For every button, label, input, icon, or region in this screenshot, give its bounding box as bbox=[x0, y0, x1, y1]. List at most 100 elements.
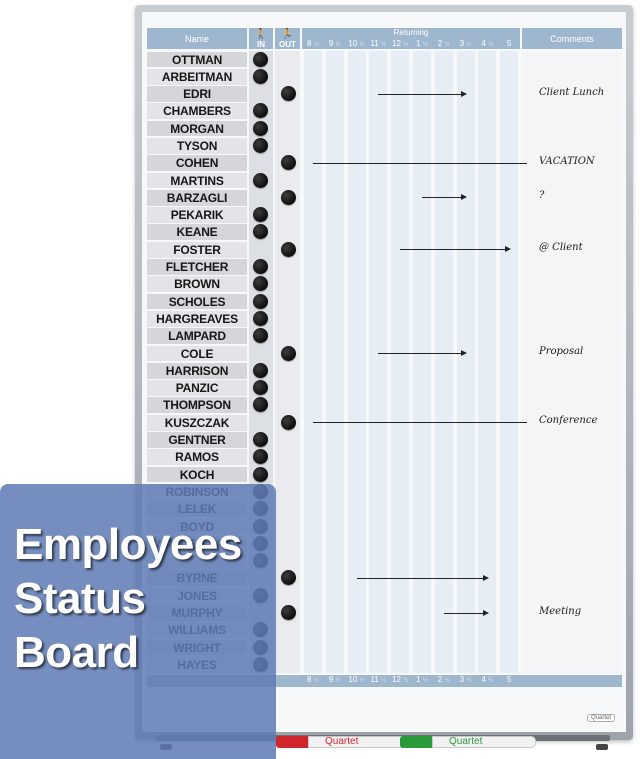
employee-row: MARTINS bbox=[147, 172, 622, 189]
in-status-magnet[interactable] bbox=[253, 259, 268, 275]
return-time-arrow bbox=[312, 422, 527, 424]
in-status-magnet[interactable] bbox=[253, 397, 268, 413]
brand-logo: Quartet bbox=[587, 714, 616, 722]
out-status-magnet[interactable] bbox=[281, 155, 296, 171]
out-status-magnet[interactable] bbox=[281, 605, 296, 620]
in-column-header: 🚶 IN bbox=[249, 28, 273, 49]
footer-hour-8: 8 ½ bbox=[307, 675, 319, 684]
in-status-magnet[interactable] bbox=[253, 172, 268, 188]
employee-row: FLETCHER bbox=[147, 259, 622, 276]
employee-name: MARTINS bbox=[147, 172, 247, 189]
in-status-magnet[interactable] bbox=[253, 310, 268, 326]
return-time-arrow bbox=[400, 246, 512, 253]
out-header-label: OUT bbox=[279, 40, 296, 49]
out-column-header: 🏃 OUT bbox=[275, 28, 300, 49]
employee-name: HARGREAVES bbox=[147, 310, 247, 327]
header-hour-8: 8 ½ bbox=[307, 39, 319, 48]
footer-hour-1: 1 ½ bbox=[416, 675, 428, 684]
out-status-magnet[interactable] bbox=[281, 189, 296, 205]
employee-row: SCHOLES bbox=[147, 293, 622, 310]
in-status-magnet[interactable] bbox=[253, 293, 268, 309]
employee-name: EDRI bbox=[147, 86, 247, 102]
header-hour-5: 5 bbox=[506, 39, 512, 48]
green-marker-cap bbox=[400, 736, 432, 748]
employee-name: MORGAN bbox=[147, 120, 247, 137]
in-status-magnet[interactable] bbox=[253, 466, 268, 482]
hour-column-4 bbox=[478, 51, 497, 673]
employee-name: LAMPARD bbox=[147, 328, 247, 345]
red-marker-label: Quartet bbox=[308, 736, 414, 748]
return-time-arrow bbox=[312, 162, 527, 164]
green-marker[interactable]: Quartet bbox=[400, 736, 536, 748]
name-column-header: Name bbox=[147, 28, 247, 49]
employee-row: KOCH bbox=[147, 466, 622, 483]
footer-hour-labels: 8 ½ 9 ½ 10 ½ 11 ½ 12 ½ 1 ½ 2 ½ 3 ½ 4 ½ 5 bbox=[302, 675, 520, 687]
returning-column-header: Returning 8 ½ 9 ½ 10 ½ 11 ½ 12 ½ 1 ½ 2 ½ 3 ½ 4 ½… bbox=[302, 28, 520, 49]
employee-name: PANZIC bbox=[147, 380, 247, 396]
green-marker-label: Quartet bbox=[432, 736, 536, 748]
in-status-magnet[interactable] bbox=[253, 276, 268, 292]
out-status-magnet[interactable] bbox=[281, 570, 296, 586]
handwritten-comment: Proposal bbox=[539, 346, 584, 358]
tray-foot-right bbox=[596, 744, 608, 750]
employee-row: KUSZCZAK Conference bbox=[147, 414, 622, 431]
in-status-magnet[interactable] bbox=[253, 103, 268, 119]
employee-row: OTTMAN bbox=[147, 51, 622, 68]
footer-hour-2: 2 ½ bbox=[437, 675, 450, 684]
employee-row: HARRISON bbox=[147, 362, 622, 379]
employee-name: PEKARIK bbox=[147, 207, 247, 223]
out-column-strip bbox=[275, 51, 300, 673]
employee-name: TYSON bbox=[147, 137, 247, 154]
footer-hour-9: 9 ½ bbox=[328, 675, 341, 684]
return-time-arrow bbox=[378, 350, 468, 357]
hour-column-2 bbox=[434, 51, 453, 673]
in-status-magnet[interactable] bbox=[253, 68, 268, 84]
footer-hour-5: 5 bbox=[506, 675, 512, 684]
returning-hour-labels: 8 ½ 9 ½ 10 ½ 11 ½ 12 ½ 1 ½ 2 ½ 3 ½ 4 ½ 5 bbox=[302, 39, 520, 48]
red-marker[interactable]: Quartet bbox=[276, 736, 414, 748]
header-hour-9: 9 ½ bbox=[328, 39, 341, 48]
out-status-magnet[interactable] bbox=[281, 345, 296, 361]
in-status-magnet[interactable] bbox=[253, 51, 268, 67]
in-status-magnet[interactable] bbox=[253, 120, 268, 136]
employee-name: ARBEITMAN bbox=[147, 68, 247, 85]
employee-name: COLE bbox=[147, 345, 247, 362]
in-status-magnet[interactable] bbox=[253, 362, 268, 378]
employee-row: RAMOS bbox=[147, 449, 622, 466]
employee-name: FLETCHER bbox=[147, 259, 247, 275]
employee-row: MORGAN bbox=[147, 120, 622, 137]
comments-column-strip bbox=[522, 51, 622, 673]
out-status-magnet[interactable] bbox=[281, 86, 296, 102]
employee-row: PEKARIK bbox=[147, 207, 622, 224]
in-status-magnet[interactable] bbox=[253, 224, 268, 240]
employee-name: KOCH bbox=[147, 466, 247, 483]
employee-name: KEANE bbox=[147, 224, 247, 241]
employee-name: OTTMAN bbox=[147, 51, 247, 68]
in-status-magnet[interactable] bbox=[253, 137, 268, 153]
out-status-magnet[interactable] bbox=[281, 414, 296, 430]
footer-hour-4: 4 ½ bbox=[481, 675, 494, 684]
employee-row: TYSON bbox=[147, 137, 622, 154]
name-header-label: Name bbox=[184, 33, 209, 44]
in-status-magnet[interactable] bbox=[253, 449, 268, 465]
in-status-magnet[interactable] bbox=[253, 432, 268, 448]
in-status-magnet[interactable] bbox=[253, 207, 268, 223]
handwritten-comment: ? bbox=[539, 190, 545, 202]
hour-column-1 bbox=[412, 51, 431, 673]
employee-row: PANZIC bbox=[147, 380, 622, 397]
employee-name: THOMPSON bbox=[147, 397, 247, 414]
employee-row: CHAMBERS bbox=[147, 103, 622, 120]
employee-row: FOSTER @ Client bbox=[147, 241, 622, 258]
employee-row: BARZAGLI? bbox=[147, 189, 622, 206]
hour-column-12 bbox=[391, 51, 410, 673]
in-header-label: IN bbox=[257, 40, 265, 49]
in-status-magnet[interactable] bbox=[253, 380, 268, 396]
header-hour-12: 12 ½ bbox=[392, 39, 409, 48]
employee-name: KUSZCZAK bbox=[147, 414, 247, 431]
overlay-title: Employees Status Board bbox=[14, 520, 242, 677]
in-status-magnet[interactable] bbox=[253, 328, 268, 344]
employee-row: COLE Proposal bbox=[147, 345, 622, 362]
out-status-magnet[interactable] bbox=[281, 241, 296, 257]
header-hour-3: 3 ½ bbox=[459, 39, 472, 48]
return-time-arrow bbox=[443, 609, 489, 616]
